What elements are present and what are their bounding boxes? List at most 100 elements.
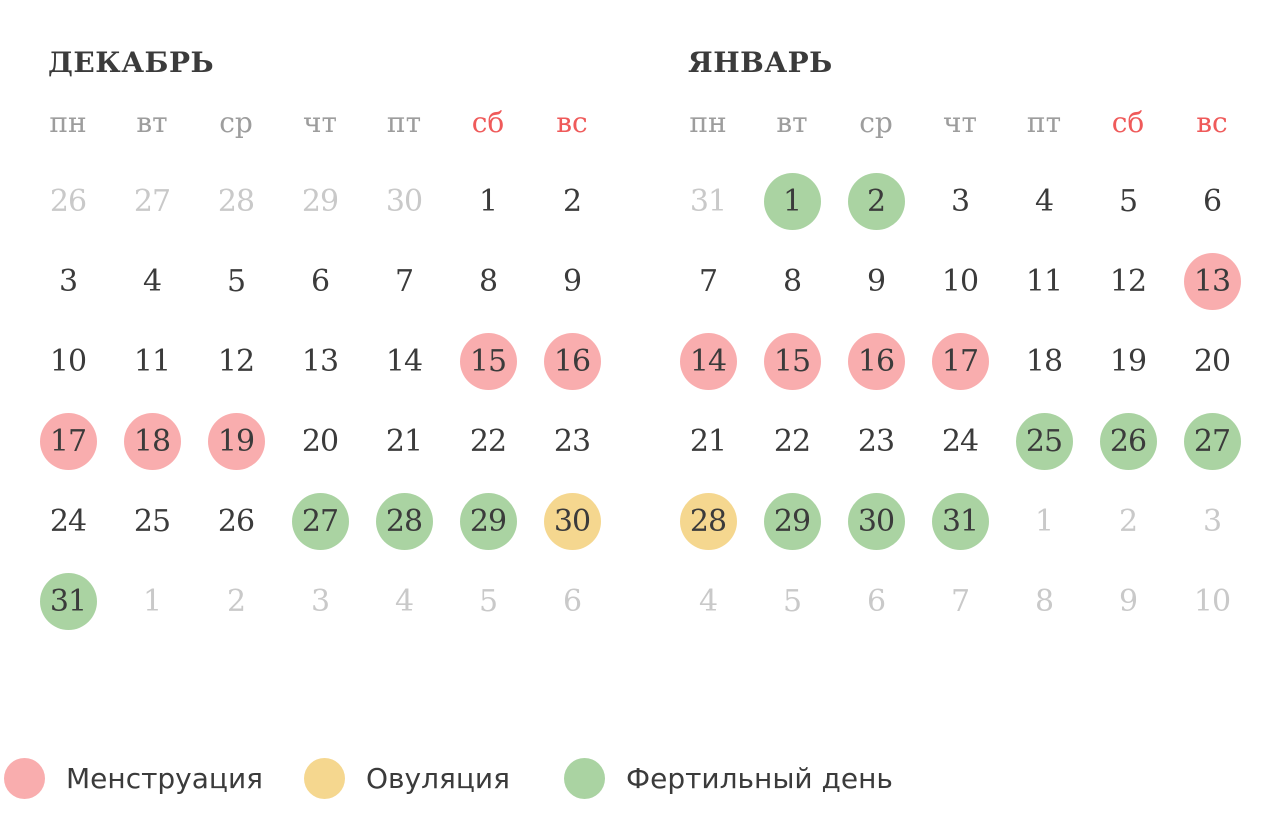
weekday-вт: вт	[136, 105, 168, 139]
legend-item-fertile: Фертильный день	[564, 756, 893, 800]
legend-label-ovulation: Овуляция	[366, 761, 510, 795]
day-january-17: 17	[918, 321, 1002, 401]
weekday-вс: вс	[1196, 105, 1228, 139]
day-grid-december: 26 27 28 29 30 1 2 3 4 5 6 7 8 9 10 11 12 13 14 15 16 17 18 19 2…	[26, 161, 614, 641]
weekday-чт: чт	[942, 105, 977, 139]
month-title-december: ДЕКАБРЬ	[48, 46, 215, 79]
day-december-4-out: 4	[394, 583, 414, 619]
fertile-dot-icon	[564, 757, 605, 799]
weekday-сб: сб	[471, 105, 505, 139]
month-title-january: ЯНВАРЬ	[688, 46, 833, 79]
day-december-27: 27	[278, 481, 362, 561]
day-january-29: 29	[750, 481, 834, 561]
day-january-2-out: 2	[1118, 503, 1138, 539]
day-january-8: 8	[782, 263, 802, 299]
day-december-6-out: 6	[562, 583, 582, 619]
day-january-25: 25	[1002, 401, 1086, 481]
day-january-15: 15	[750, 321, 834, 401]
weekday-ср: ср	[219, 105, 253, 139]
month-december: ДЕКАБРЬ пн вт ср чт пт сб вс 26 27 28 29 30 1 2 3 4 5 6 7…	[26, 46, 614, 641]
day-january-31: 31	[918, 481, 1002, 561]
day-january-24: 24	[941, 423, 979, 459]
weekday-вс: вс	[556, 105, 588, 139]
day-january-5-out: 5	[782, 583, 802, 619]
day-december-10: 10	[49, 343, 87, 379]
day-december-21: 21	[385, 423, 423, 459]
day-january-31-out: 31	[689, 183, 727, 219]
day-january-6: 6	[1202, 183, 1222, 219]
day-january-2: 2	[834, 161, 918, 241]
day-december-29-out: 29	[301, 183, 339, 219]
day-january-27: 27	[1170, 401, 1254, 481]
weekday-сб: сб	[1111, 105, 1145, 139]
weekday-пт: пт	[386, 105, 422, 139]
day-december-4: 4	[142, 263, 162, 299]
weekday-header-january: пн вт ср чт пт сб вс	[666, 89, 1254, 155]
day-january-3-out: 3	[1202, 503, 1222, 539]
weekday-header-december: пн вт ср чт пт сб вс	[26, 89, 614, 155]
day-january-28: 28	[666, 481, 750, 561]
day-january-9: 9	[866, 263, 886, 299]
day-december-18: 18	[110, 401, 194, 481]
weekday-пн: пн	[49, 105, 87, 139]
legend-label-menstruation: Менструация	[66, 761, 263, 795]
day-january-26: 26	[1086, 401, 1170, 481]
day-december-13: 13	[301, 343, 339, 379]
day-january-22: 22	[773, 423, 811, 459]
weekday-ср: ср	[859, 105, 893, 139]
day-december-14: 14	[385, 343, 423, 379]
day-december-26: 26	[217, 503, 255, 539]
day-january-9-out: 9	[1118, 583, 1138, 619]
ovulation-dot-icon	[304, 757, 345, 799]
day-january-1-out: 1	[1034, 503, 1054, 539]
weekday-вт: вт	[776, 105, 808, 139]
weekday-пн: пн	[689, 105, 727, 139]
day-december-12: 12	[217, 343, 255, 379]
day-december-2-out: 2	[226, 583, 246, 619]
day-january-19: 19	[1109, 343, 1147, 379]
day-december-5: 5	[226, 263, 246, 299]
day-december-28: 28	[362, 481, 446, 561]
day-december-3: 3	[58, 263, 78, 299]
day-january-5: 5	[1118, 183, 1138, 219]
day-december-30: 30	[530, 481, 614, 561]
day-grid-january: 31 1 2 3 4 5 6 7 8 9 10 11 12 13 14 15 16 17 18 19 20 21 22 23 2…	[666, 161, 1254, 641]
day-january-1: 1	[750, 161, 834, 241]
day-december-6: 6	[310, 263, 330, 299]
day-january-4: 4	[1034, 183, 1054, 219]
day-december-9: 9	[562, 263, 582, 299]
day-december-23: 23	[553, 423, 591, 459]
day-december-5-out: 5	[478, 583, 498, 619]
day-december-31: 31	[26, 561, 110, 641]
legend-item-menstruation: Менструация	[4, 756, 263, 800]
month-january: ЯНВАРЬ пн вт ср чт пт сб вс 31 1 2 3 4 5 6 7 8 9 10 11 12 1…	[666, 46, 1254, 641]
day-december-20: 20	[301, 423, 339, 459]
day-december-16: 16	[530, 321, 614, 401]
day-january-10-out: 10	[1193, 583, 1231, 619]
day-january-20: 20	[1193, 343, 1231, 379]
day-december-1: 1	[478, 183, 498, 219]
day-december-27-out: 27	[133, 183, 171, 219]
day-january-11: 11	[1025, 263, 1063, 299]
day-january-14: 14	[666, 321, 750, 401]
day-december-3-out: 3	[310, 583, 330, 619]
day-january-30: 30	[834, 481, 918, 561]
day-january-16: 16	[834, 321, 918, 401]
day-december-24: 24	[49, 503, 87, 539]
day-january-6-out: 6	[866, 583, 886, 619]
day-december-30-out: 30	[385, 183, 423, 219]
day-december-7: 7	[394, 263, 414, 299]
calendar-months: ДЕКАБРЬ пн вт ср чт пт сб вс 26 27 28 29 30 1 2 3 4 5 6 7…	[26, 46, 1254, 641]
day-december-15: 15	[446, 321, 530, 401]
day-december-28-out: 28	[217, 183, 255, 219]
day-january-12: 12	[1109, 263, 1147, 299]
menstruation-dot-icon	[4, 757, 45, 799]
day-january-8-out: 8	[1034, 583, 1054, 619]
day-january-4-out: 4	[698, 583, 718, 619]
day-december-17: 17	[26, 401, 110, 481]
day-january-18: 18	[1025, 343, 1063, 379]
day-december-25: 25	[133, 503, 171, 539]
legend-item-ovulation: Овуляция	[304, 756, 510, 800]
day-january-7: 7	[698, 263, 718, 299]
day-january-10: 10	[941, 263, 979, 299]
